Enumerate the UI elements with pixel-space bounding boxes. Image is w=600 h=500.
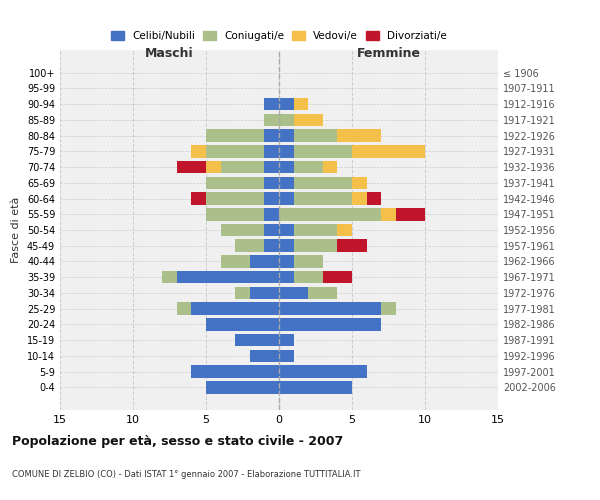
Bar <box>352 145 425 158</box>
Bar <box>191 366 279 378</box>
Bar <box>250 286 279 299</box>
Bar <box>308 286 337 299</box>
Bar <box>162 271 177 283</box>
Bar <box>352 192 367 205</box>
Text: COMUNE DI ZELBIO (CO) - Dati ISTAT 1° gennaio 2007 - Elaborazione TUTTITALIA.IT: COMUNE DI ZELBIO (CO) - Dati ISTAT 1° ge… <box>12 470 361 479</box>
Bar <box>293 192 352 205</box>
Bar <box>279 381 352 394</box>
Bar <box>279 240 293 252</box>
Bar <box>337 130 381 142</box>
Bar <box>191 145 206 158</box>
Bar <box>206 381 279 394</box>
Bar <box>367 192 381 205</box>
Bar <box>279 98 293 110</box>
Bar <box>381 302 396 315</box>
Bar <box>221 255 250 268</box>
Bar <box>337 240 367 252</box>
Bar <box>265 240 279 252</box>
Bar <box>279 145 293 158</box>
Bar <box>293 161 323 173</box>
Bar <box>279 130 293 142</box>
Bar <box>206 145 265 158</box>
Bar <box>265 161 279 173</box>
Bar <box>221 161 265 173</box>
Bar <box>206 130 265 142</box>
Y-axis label: Fasce di età: Fasce di età <box>11 197 21 263</box>
Bar <box>293 98 308 110</box>
Bar <box>206 208 265 220</box>
Bar <box>265 145 279 158</box>
Bar <box>206 192 265 205</box>
Bar <box>235 286 250 299</box>
Bar <box>381 208 396 220</box>
Bar <box>293 224 337 236</box>
Bar <box>177 271 279 283</box>
Bar <box>221 224 265 236</box>
Bar <box>352 176 367 189</box>
Bar <box>279 208 381 220</box>
Text: Popolazione per età, sesso e stato civile - 2007: Popolazione per età, sesso e stato civil… <box>12 435 343 448</box>
Bar <box>191 302 279 315</box>
Bar <box>250 255 279 268</box>
Bar <box>293 130 337 142</box>
Bar <box>206 161 221 173</box>
Bar <box>177 302 191 315</box>
Bar <box>279 161 293 173</box>
Bar <box>293 255 323 268</box>
Bar <box>235 334 279 346</box>
Legend: Celibi/Nubili, Coniugati/e, Vedovi/e, Divorziati/e: Celibi/Nubili, Coniugati/e, Vedovi/e, Di… <box>107 26 451 45</box>
Bar <box>265 208 279 220</box>
Bar <box>206 176 265 189</box>
Bar <box>293 145 352 158</box>
Bar <box>279 366 367 378</box>
Bar <box>293 176 352 189</box>
Bar <box>265 224 279 236</box>
Bar <box>279 192 293 205</box>
Bar <box>323 161 337 173</box>
Text: Femmine: Femmine <box>356 47 421 60</box>
Bar <box>396 208 425 220</box>
Bar <box>279 114 293 126</box>
Bar <box>337 224 352 236</box>
Bar <box>265 98 279 110</box>
Bar <box>235 240 265 252</box>
Bar <box>265 114 279 126</box>
Bar <box>279 255 293 268</box>
Bar <box>279 271 293 283</box>
Bar <box>265 130 279 142</box>
Bar <box>279 318 381 330</box>
Bar <box>279 350 293 362</box>
Bar <box>265 176 279 189</box>
Bar <box>265 192 279 205</box>
Bar <box>206 318 279 330</box>
Bar <box>191 192 206 205</box>
Bar <box>293 240 337 252</box>
Bar <box>279 286 308 299</box>
Bar <box>177 161 206 173</box>
Bar <box>279 302 381 315</box>
Bar <box>293 114 323 126</box>
Bar <box>323 271 352 283</box>
Bar <box>293 271 323 283</box>
Text: Maschi: Maschi <box>145 47 194 60</box>
Bar <box>250 350 279 362</box>
Bar <box>279 224 293 236</box>
Bar <box>279 334 293 346</box>
Bar <box>279 176 293 189</box>
